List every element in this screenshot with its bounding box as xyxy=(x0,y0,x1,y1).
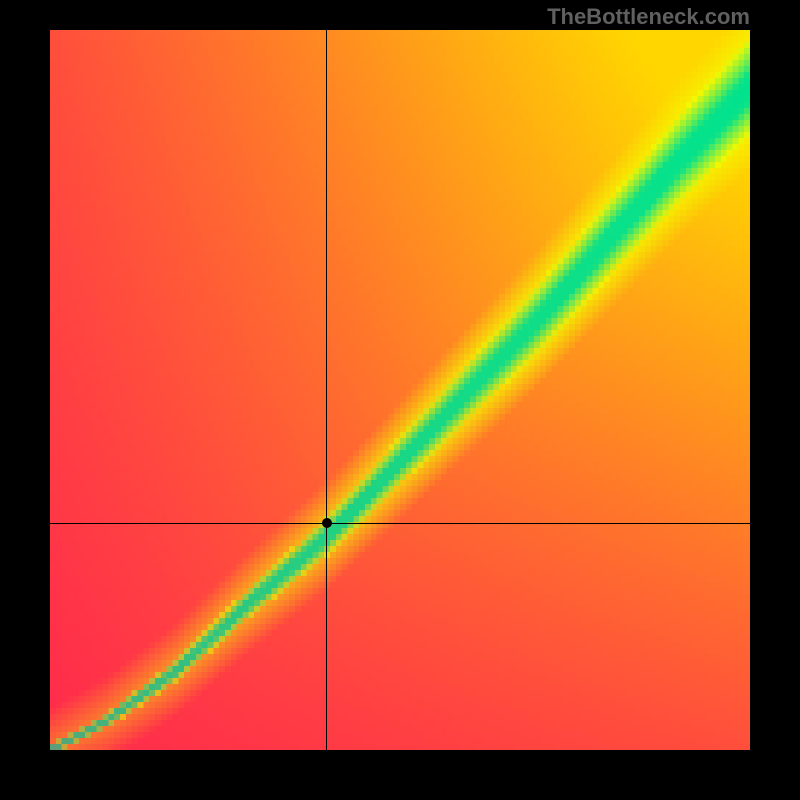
crosshair-horizontal xyxy=(50,523,750,524)
crosshair-marker xyxy=(322,518,332,528)
heatmap-canvas xyxy=(50,30,750,750)
watermark-text: TheBottleneck.com xyxy=(547,4,750,30)
heatmap-plot xyxy=(50,30,750,750)
crosshair-vertical xyxy=(326,30,327,750)
